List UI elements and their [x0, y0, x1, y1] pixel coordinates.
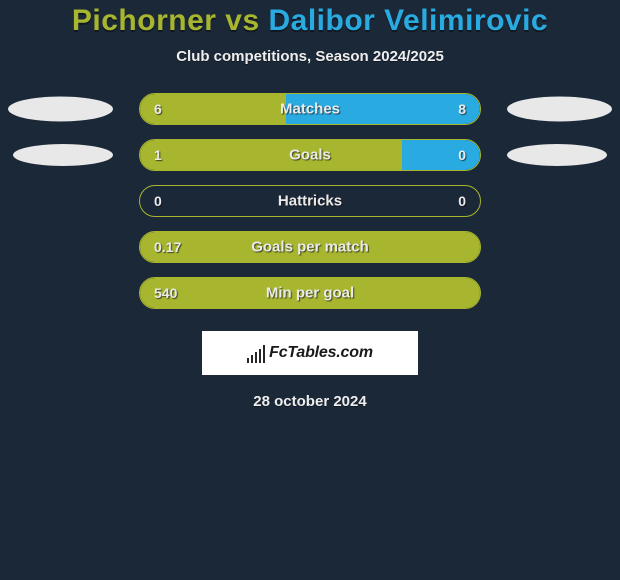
stat-bar: 6 8 Matches	[139, 93, 481, 125]
player2-photo-placeholder	[507, 97, 612, 122]
stats-container: 6 8 Matches 1 0 Goals 0 0 Hattricks 0.17 Goals per…	[0, 93, 620, 309]
stat-bar: 1 0 Goals	[139, 139, 481, 171]
comparison-title: Pichorner vs Dalibor Velimirovic	[72, 4, 548, 38]
stat-bar: 540 Min per goal	[139, 277, 481, 309]
stat-fill-right	[402, 140, 480, 170]
subtitle: Club competitions, Season 2024/2025	[176, 48, 444, 65]
logo-bars-icon	[247, 343, 265, 363]
stat-value-right: 0	[458, 193, 466, 209]
stat-row: 0 0 Hattricks	[0, 185, 620, 217]
stat-value-right: 0	[458, 147, 466, 163]
player2-photo-placeholder	[507, 144, 607, 166]
date-label: 28 october 2024	[253, 393, 366, 410]
stat-value-left: 1	[154, 147, 162, 163]
stat-label: Matches	[280, 101, 340, 118]
vs-label: vs	[225, 4, 259, 37]
stat-row: 1 0 Goals	[0, 139, 620, 171]
player2-name: Dalibor Velimirovic	[269, 4, 549, 37]
stat-label: Goals per match	[251, 239, 369, 256]
fctables-logo: FcTables.com	[202, 331, 418, 375]
stat-bar: 0.17 Goals per match	[139, 231, 481, 263]
player1-photo-placeholder	[13, 144, 113, 166]
logo-text: FcTables.com	[269, 344, 373, 362]
stat-value-left: 6	[154, 101, 162, 117]
stat-value-left: 0	[154, 193, 162, 209]
stat-row: 0.17 Goals per match	[0, 231, 620, 263]
stat-label: Hattricks	[278, 193, 342, 210]
stat-value-right: 8	[458, 101, 466, 117]
stat-value-left: 540	[154, 285, 177, 301]
stat-value-left: 0.17	[154, 239, 181, 255]
stat-label: Goals	[289, 147, 331, 164]
stat-row: 540 Min per goal	[0, 277, 620, 309]
player1-name: Pichorner	[72, 4, 217, 37]
player1-photo-placeholder	[8, 97, 113, 122]
stat-fill-left	[140, 140, 402, 170]
stat-row: 6 8 Matches	[0, 93, 620, 125]
stat-bar: 0 0 Hattricks	[139, 185, 481, 217]
stat-label: Min per goal	[266, 285, 354, 302]
